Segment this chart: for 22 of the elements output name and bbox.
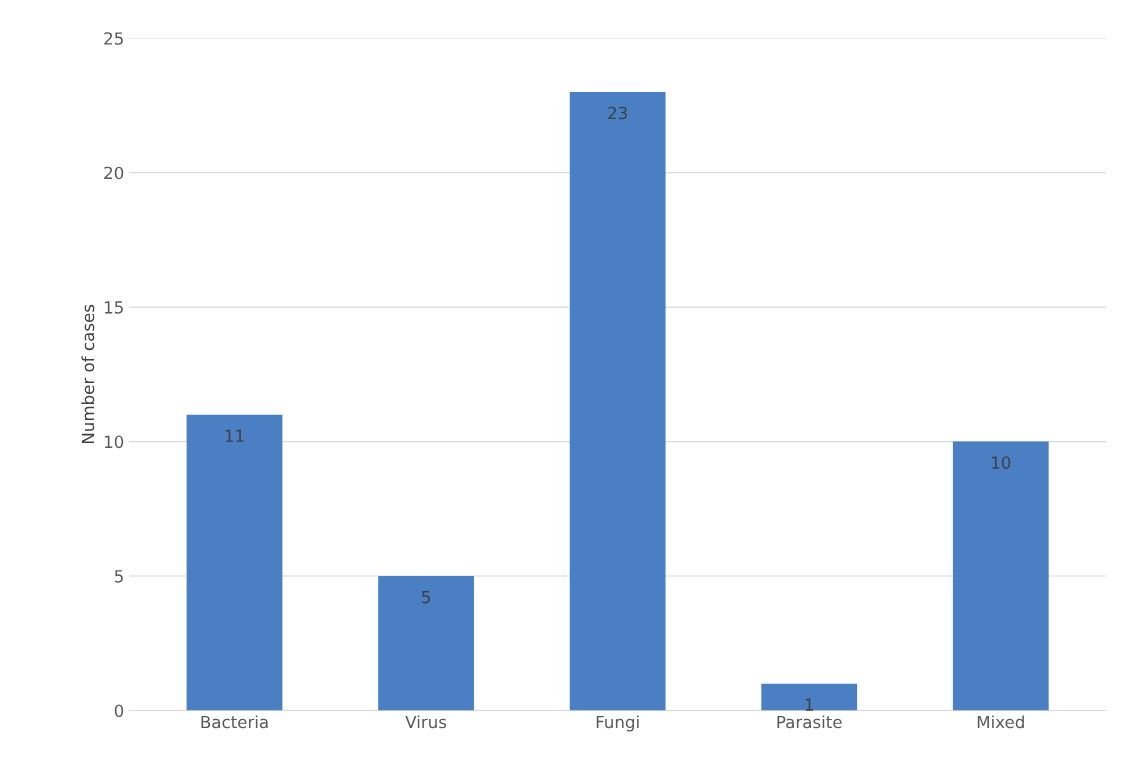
x-tick-label: Virus [405, 715, 447, 729]
bar [378, 576, 474, 711]
bar [761, 683, 858, 711]
x-tick-label: Bacteria [201, 715, 268, 729]
data-label: 23 [608, 106, 627, 120]
y-tick-label: 25 [104, 32, 123, 45]
y-tick-label: 5 [114, 570, 123, 583]
y-tick-label: 10 [104, 435, 124, 449]
data-label: 11 [225, 429, 244, 442]
data-label: 10 [992, 456, 1011, 469]
data-label: 5 [422, 590, 430, 604]
x-tick-label: Fungi [596, 715, 639, 732]
x-tick-label: Parasite [777, 715, 842, 729]
data-label: 1 [805, 698, 813, 711]
bar [952, 441, 1049, 711]
x-tick-label: Mixed [977, 715, 1024, 729]
y-axis-title: Number of cases [81, 304, 95, 444]
bar [186, 414, 283, 711]
y-tick-label: 0 [114, 704, 124, 718]
y-tick-label: 15 [104, 301, 123, 314]
y-tick-label: 20 [104, 166, 124, 180]
bar [569, 91, 666, 711]
